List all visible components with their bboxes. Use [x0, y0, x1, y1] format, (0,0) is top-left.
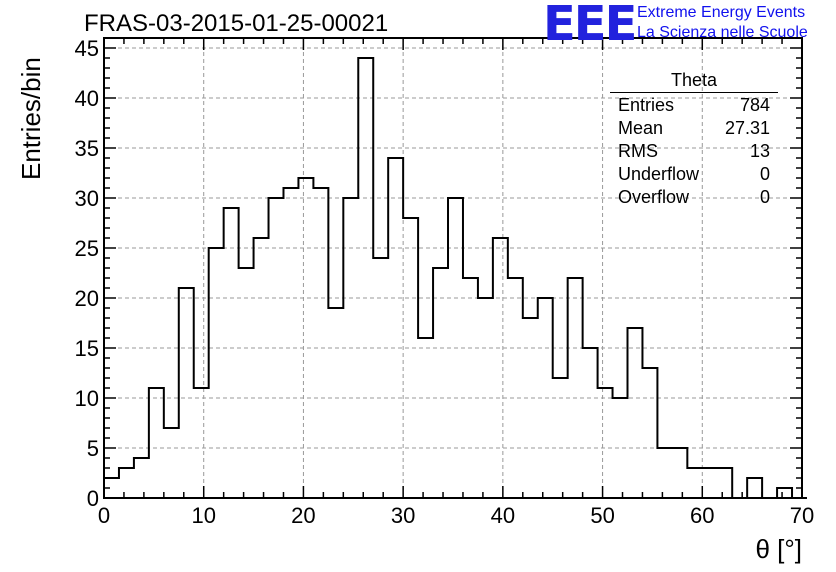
x-tick-label: 0 [98, 503, 110, 528]
y-tick-label: 0 [87, 486, 99, 511]
stats-row-overflow: Overflow 0 [610, 186, 778, 209]
histogram-bin [179, 288, 194, 498]
histogram-bin [463, 278, 478, 498]
histogram-bin [164, 428, 179, 498]
histogram-outline [103, 57, 807, 499]
x-tick-label: 30 [391, 503, 415, 528]
histogram-bin [702, 468, 717, 498]
histogram-bin [149, 388, 164, 498]
histogram-bin [433, 268, 448, 498]
y-tick-label: 30 [75, 186, 99, 211]
y-tick-label: 35 [75, 136, 99, 161]
y-tick-label: 40 [75, 86, 99, 111]
histogram-bin [239, 268, 254, 498]
y-tick-label: 10 [75, 386, 99, 411]
histogram-bin [448, 198, 463, 498]
axis-ticks [103, 37, 803, 499]
stats-label: Overflow [618, 187, 690, 207]
stats-row-entries: Entries 784 [610, 94, 778, 117]
stats-label: RMS [618, 141, 658, 161]
histogram-bin [298, 178, 313, 498]
histogram-bin [269, 198, 284, 498]
histogram-bin [283, 188, 298, 498]
histogram-bin [328, 308, 343, 498]
logo-line-2: La Scienza nelle Scuole [637, 24, 808, 41]
x-tick-label: 20 [291, 503, 315, 528]
histogram-bin [642, 368, 657, 498]
histogram-bin [224, 208, 239, 498]
histogram-bin [508, 278, 523, 498]
histogram-bin [553, 378, 568, 498]
stats-label: Entries [618, 95, 675, 115]
histogram-bin [613, 398, 628, 498]
eee-logo: EEE [543, 0, 637, 52]
histogram-bin [717, 468, 732, 498]
histogram-bin [598, 388, 613, 498]
histogram-bin [672, 448, 687, 498]
y-tick-label: 15 [75, 336, 99, 361]
histogram-bin [313, 188, 328, 498]
histogram-bin [657, 448, 672, 498]
histogram-bin [418, 338, 433, 498]
stats-title: Theta [610, 70, 778, 93]
histogram-bin [388, 158, 403, 498]
y-tick-label: 20 [75, 286, 99, 311]
stats-row-mean: Mean 27.31 [610, 117, 778, 140]
x-tick-label: 70 [790, 503, 814, 528]
histogram-bin [254, 238, 269, 498]
stats-value: 0 [759, 187, 770, 207]
x-tick-label: 40 [491, 503, 515, 528]
histogram-bin [403, 218, 418, 498]
x-tick-labels: 0 10 20 30 40 50 60 70 [98, 503, 814, 528]
y-tick-label: 5 [87, 436, 99, 461]
histogram-bin [209, 248, 224, 498]
x-tick-label: 50 [590, 503, 614, 528]
histogram-bin [583, 348, 598, 498]
histogram-bin [523, 318, 538, 498]
stats-label: Mean [618, 118, 664, 138]
histogram-bin [687, 468, 702, 498]
y-tick-labels: 0 5 10 15 20 25 30 35 40 45 [75, 36, 99, 511]
histogram-bin [777, 488, 792, 498]
stats-label: Underflow [618, 164, 700, 184]
stats-value: 27.31 [724, 118, 770, 138]
histogram-bin [568, 278, 583, 498]
stats-row-underflow: Underflow 0 [610, 163, 778, 186]
y-tick-label: 25 [75, 236, 99, 261]
histogram-bin [358, 58, 373, 498]
stats-value: 784 [739, 95, 770, 115]
histogram-bin [747, 478, 762, 498]
run-title: FRAS-03-2015-01-25-00021 [84, 10, 389, 37]
histogram-bin [538, 298, 553, 498]
histogram-bin [493, 238, 508, 498]
stats-row-rms: RMS 13 [610, 140, 778, 163]
x-axis-label: θ [°] [755, 534, 802, 564]
histogram-bin [373, 258, 388, 498]
logo-line-1: Extreme Energy Events [637, 4, 806, 21]
x-tick-label: 10 [191, 503, 215, 528]
histogram-bin [478, 298, 493, 498]
histogram-bin [628, 328, 643, 498]
stats-value: 13 [749, 141, 770, 161]
histogram-bin [343, 198, 358, 498]
histogram-bin [119, 468, 134, 498]
stats-box: Theta Entries 784 Mean 27.31 RMS 13 Unde… [610, 70, 778, 209]
histogram-bin [194, 388, 209, 498]
histogram-bin [134, 458, 149, 498]
y-axis-label: Entries/bin [16, 57, 46, 180]
x-tick-label: 60 [690, 503, 714, 528]
stats-value: 0 [759, 164, 770, 184]
y-tick-label: 45 [75, 36, 99, 61]
